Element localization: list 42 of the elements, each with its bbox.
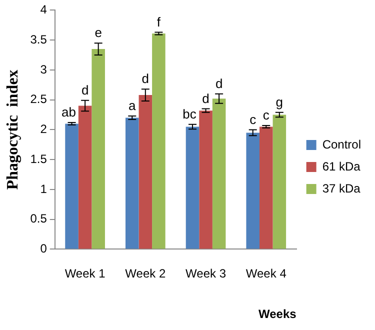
y-tick-label: 4 [40, 2, 48, 17]
annotation: e [94, 25, 102, 40]
bar [65, 124, 78, 249]
annotation: f [156, 14, 161, 30]
y-tick-label: 3 [40, 62, 48, 76]
y-axis-title: Phagocytic index [4, 70, 22, 190]
y-tick-label: 0.5 [30, 212, 48, 226]
y-tick-label: 1 [40, 182, 48, 196]
y-tick-label: 2 [40, 122, 48, 136]
y-tick-label: 0 [40, 242, 48, 256]
annotation: g [276, 94, 284, 110]
y-tick-label: 2.5 [30, 92, 48, 106]
bar [260, 126, 273, 249]
x-tick-label: Week 3 [186, 266, 226, 281]
annotation: bc [182, 106, 197, 122]
annotation: ab [62, 104, 76, 120]
annotation: a [128, 98, 137, 114]
y-tick-label: 1.5 [30, 152, 48, 166]
bar [199, 110, 212, 249]
x-tick-label: Week 1 [64, 266, 106, 281]
y-tick-label: 3.5 [30, 32, 48, 46]
annotation: d [215, 76, 223, 91]
bar [186, 126, 200, 249]
legend-label: 61 kDa [322, 159, 361, 174]
bar [212, 98, 226, 249]
bar [138, 95, 152, 249]
x-axis-title: Weeks [258, 307, 297, 322]
x-tick-label: Week 4 [246, 266, 287, 281]
bar [152, 34, 166, 249]
annotation: c [262, 108, 270, 123]
annotation: d [142, 71, 150, 86]
annotation: c [250, 112, 257, 127]
bar [92, 49, 105, 249]
bar [246, 132, 260, 249]
legend-label: Control [322, 137, 362, 152]
annotation: d [81, 82, 89, 98]
legend-label: 37 kDa [322, 181, 361, 196]
x-tick-label: Week 2 [125, 266, 166, 281]
bar [272, 114, 286, 249]
bar [126, 118, 139, 249]
annotation: d [202, 90, 210, 106]
bar [78, 106, 92, 249]
